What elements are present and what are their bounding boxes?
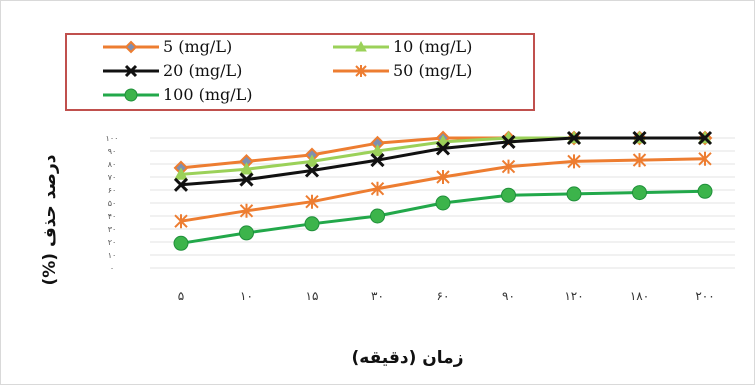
series-4 <box>173 183 713 251</box>
x-tick-label: ۱۰ <box>240 289 253 303</box>
data-point <box>174 214 188 229</box>
y-tick-labels: ۰ ۱۰ ۲۰ ۳۰ ۴۰ ۵۰ ۶۰ ۷۰ ۸۰ ۹۰ ۱۰۰ <box>106 134 119 273</box>
legend: 5 (mg/L) 10 (mg/L) 20 (mg/L) 50 (mg/L) 100 (… <box>65 33 535 111</box>
data-point <box>239 225 254 241</box>
legend-entry: 5 (mg/L) <box>101 37 301 57</box>
data-point <box>370 153 385 168</box>
data-point <box>501 187 516 203</box>
legend-label: 5 (mg/L) <box>163 37 233 56</box>
legend-label: 50 (mg/L) <box>393 61 473 80</box>
data-point <box>370 181 385 196</box>
legend-swatch <box>103 88 159 102</box>
data-point <box>566 130 582 146</box>
legend-entry: 50 (mg/L) <box>331 61 531 81</box>
x-tick-label: ۱۵ <box>306 289 319 303</box>
x-tick-label: ۱۲۰ <box>564 289 583 303</box>
data-point <box>304 163 320 178</box>
x-tick-label: ۹۰ <box>502 289 515 303</box>
y-tick-label: ۰ <box>110 264 114 273</box>
legend-swatch <box>333 65 389 77</box>
legend-entry: 100 (mg/L) <box>101 85 301 105</box>
x-tick-label: ۱۸۰ <box>630 289 649 303</box>
legend-entry: 10 (mg/L) <box>331 37 531 57</box>
legend-swatch <box>103 40 159 54</box>
y-tick-label: ۸۰ <box>108 160 117 169</box>
data-point <box>239 203 254 218</box>
data-point <box>632 153 647 168</box>
data-point <box>501 134 516 149</box>
x-tick-label: ۶۰ <box>437 289 450 303</box>
legend-marker <box>355 65 367 77</box>
y-tick-label: ۱۰ <box>108 251 117 260</box>
data-point <box>632 185 647 201</box>
data-point <box>174 167 188 180</box>
legend-marker <box>124 40 138 54</box>
data-point <box>697 183 713 199</box>
y-tick-label: ۵۰ <box>108 199 117 208</box>
legend-label: 10 (mg/L) <box>393 37 473 56</box>
data-point <box>501 159 516 174</box>
y-axis-title: درصد حذف (%) <box>20 140 80 300</box>
data-point <box>173 235 189 251</box>
data-point <box>173 177 189 192</box>
y-tick-label: ۱۰۰ <box>106 134 119 143</box>
data-point <box>435 195 451 211</box>
x-axis-title-text: زمان (دقیقه) <box>351 348 464 368</box>
legend-label: 100 (mg/L) <box>163 85 253 104</box>
x-tick-labels: ۵ ۱۰ ۱۵ ۳۰ ۶۰ ۹۰ ۱۲۰ ۱۸۰ ۲۰۰ <box>178 289 715 303</box>
data-point <box>698 151 712 166</box>
data-point <box>304 216 320 232</box>
data-point <box>305 154 319 167</box>
data-point <box>305 194 319 209</box>
series-3 <box>174 151 712 229</box>
y-tick-label: ۴۰ <box>108 212 117 221</box>
legend-label: 20 (mg/L) <box>163 61 243 80</box>
data-point <box>239 172 254 187</box>
legend-swatch <box>333 40 389 52</box>
data-point <box>435 141 451 156</box>
x-tick-label: ۳۰ <box>371 289 384 303</box>
legend-swatch <box>103 64 159 78</box>
y-tick-label: ۷۰ <box>108 173 117 182</box>
series-2 <box>173 130 713 192</box>
data-point <box>370 208 385 224</box>
y-tick-label: ۲۰ <box>108 238 117 247</box>
y-tick-label: ۳۰ <box>108 225 117 234</box>
data-point <box>697 130 713 146</box>
x-tick-label: ۵ <box>178 289 184 303</box>
data-point <box>436 170 450 184</box>
y-tick-label: ۹۰ <box>108 147 117 156</box>
y-tick-label: ۶۰ <box>108 186 117 195</box>
x-axis-title: زمان (دقیقه) <box>0 348 755 368</box>
legend-marker <box>355 40 367 52</box>
legend-marker <box>124 64 138 78</box>
data-point <box>567 154 581 169</box>
legend-entry: 20 (mg/L) <box>101 61 301 81</box>
data-point <box>632 130 647 146</box>
legend-marker <box>124 88 138 102</box>
data-point <box>370 143 385 157</box>
data-point <box>566 186 582 202</box>
data-point <box>239 162 254 175</box>
x-tick-label: ۲۰۰ <box>695 289 714 303</box>
y-axis-title-text: درصد حذف (%) <box>40 154 60 286</box>
